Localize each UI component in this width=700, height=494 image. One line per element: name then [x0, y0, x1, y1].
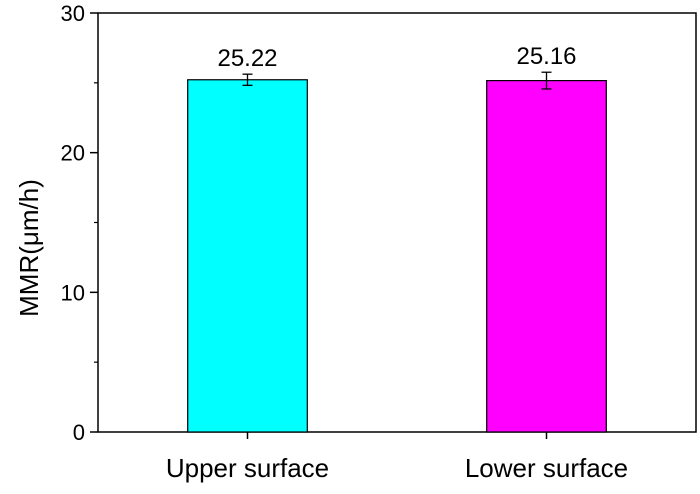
- error-bars: [242, 71, 552, 90]
- y-tick-label: 10: [61, 280, 85, 305]
- y-axis-title: MMR(μm/h): [14, 179, 44, 317]
- data-labels: 25.22 25.16: [217, 43, 576, 72]
- bar: [187, 79, 308, 433]
- bar: [486, 79, 607, 433]
- x-tick-label: Upper surface: [166, 453, 329, 483]
- x-axis-labels: Upper surface Lower surface: [166, 432, 628, 483]
- data-label: 25.16: [516, 43, 576, 70]
- y-tick-label: 30: [61, 1, 85, 26]
- y-tick-label: 20: [61, 141, 85, 166]
- x-tick-label: Lower surface: [465, 453, 628, 483]
- bars: [187, 79, 607, 433]
- data-label: 25.22: [217, 45, 277, 72]
- y-axis-ticks: 0 10 20 30: [61, 1, 98, 445]
- y-tick-label: 0: [73, 420, 85, 445]
